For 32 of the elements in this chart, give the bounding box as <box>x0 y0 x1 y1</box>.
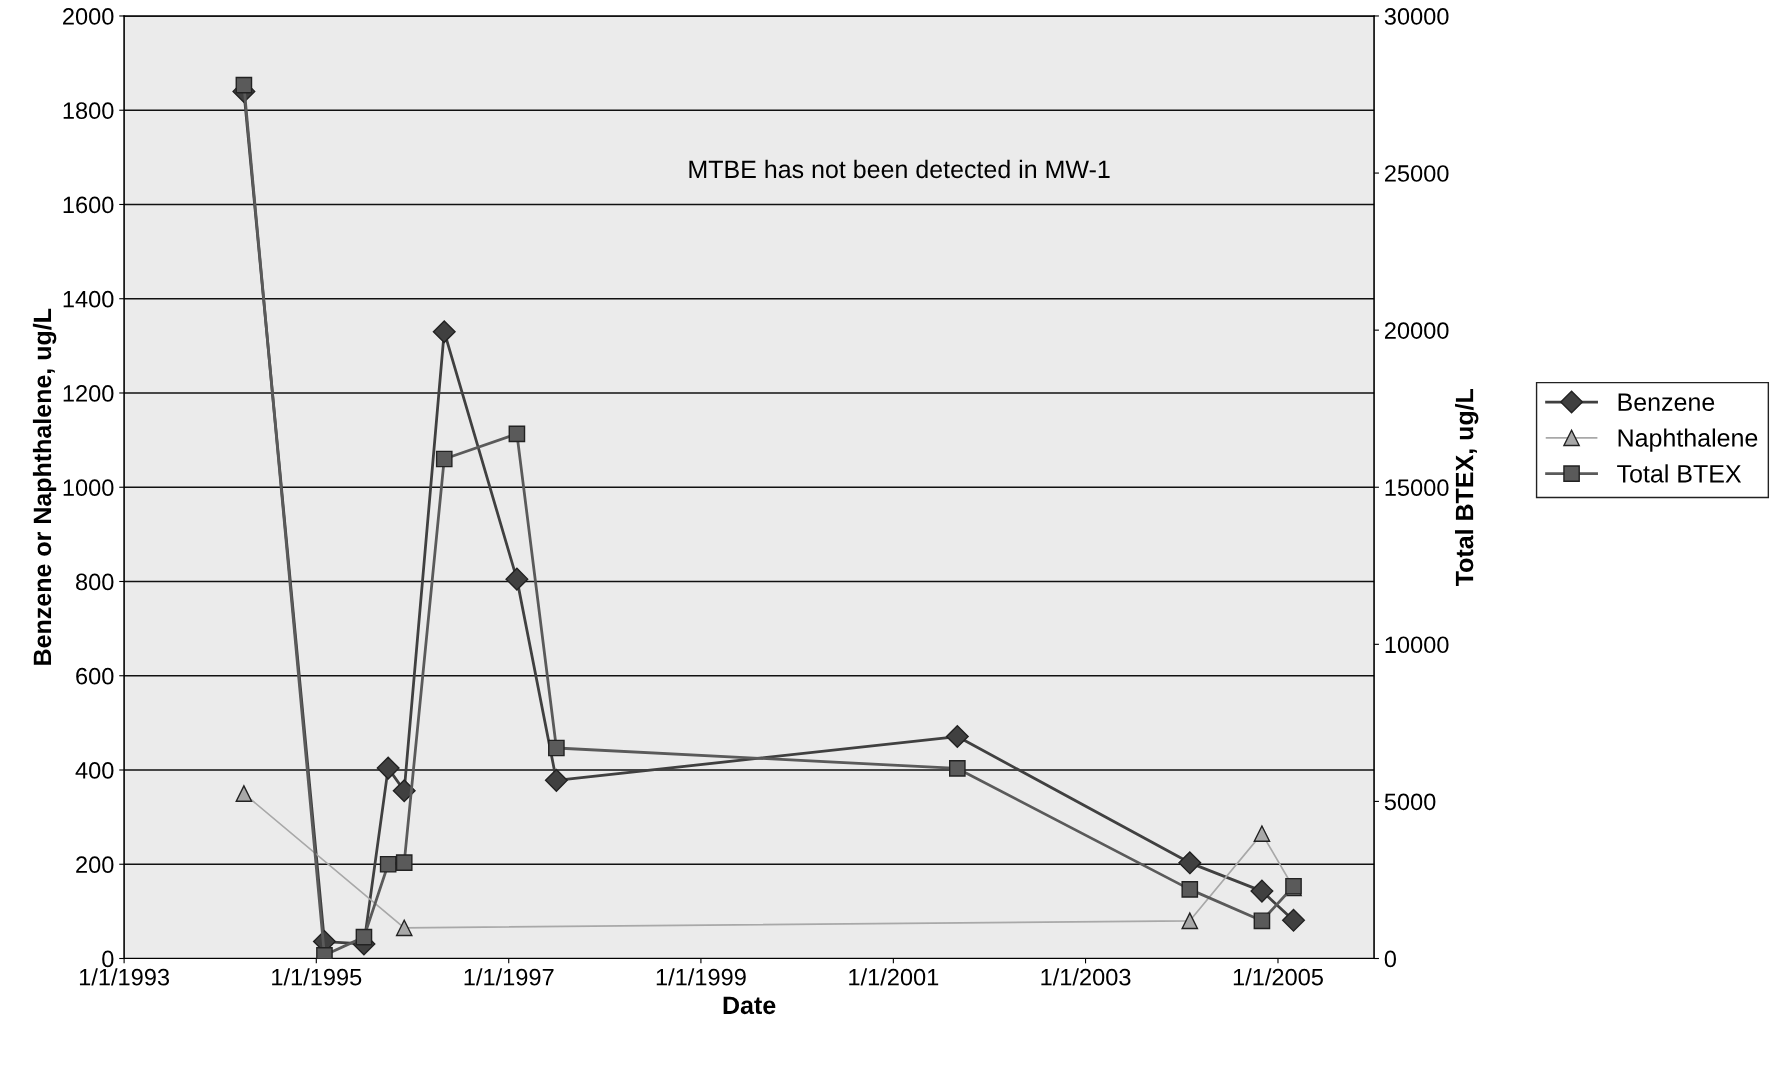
y-tick-label: 1200 <box>63 385 114 402</box>
y2-axis-title: Total BTEX, ug/L <box>1455 388 1479 587</box>
x-tick-label: 1/1/2001 <box>849 968 939 986</box>
x-tick-label: 1/1/1999 <box>656 968 746 986</box>
y-tick-label: 800 <box>76 573 114 591</box>
y2-tick-label: 20000 <box>1384 322 1449 339</box>
x-tick-label: 1/1/2003 <box>1041 968 1131 986</box>
y-tick-label: 400 <box>75 762 114 779</box>
legend-label: Total BTEX <box>1617 464 1742 483</box>
x-tick-label: 1/1/1995 <box>272 968 362 986</box>
y-tick-label: 0 <box>102 950 114 968</box>
y-tick-label: 600 <box>76 667 114 685</box>
legend-label: Naphthalene <box>1618 428 1758 452</box>
y2-tick-label: 5000 <box>1384 793 1436 811</box>
y-tick-label: 1800 <box>63 102 114 120</box>
y-tick-label: 1400 <box>63 290 114 308</box>
y-tick-label: 1000 <box>63 479 114 497</box>
x-tick-label: 1/1/2005 <box>1233 968 1323 986</box>
x-tick-label: 1/1/1997 <box>464 968 554 986</box>
y-tick-label: 2000 <box>63 8 114 25</box>
y2-tick-label: 25000 <box>1384 165 1449 182</box>
annotation: MTBE has not been detected in MW-1 <box>689 159 1110 179</box>
x-axis-title: Date <box>723 996 776 1015</box>
y2-tick-label: 10000 <box>1385 636 1449 654</box>
legend-label: Benzene <box>1618 393 1715 412</box>
y2-tick-label: 30000 <box>1384 8 1449 25</box>
y-axis-title: Benzene or Naphthalene, ug/L <box>32 308 57 665</box>
y-tick-label: 1600 <box>63 196 114 214</box>
x-tick-label: 1/1/1993 <box>79 968 170 986</box>
y2-tick-label: 15000 <box>1385 479 1449 497</box>
y2-tick-label: 0 <box>1384 950 1396 968</box>
y-tick-label: 200 <box>76 856 114 874</box>
